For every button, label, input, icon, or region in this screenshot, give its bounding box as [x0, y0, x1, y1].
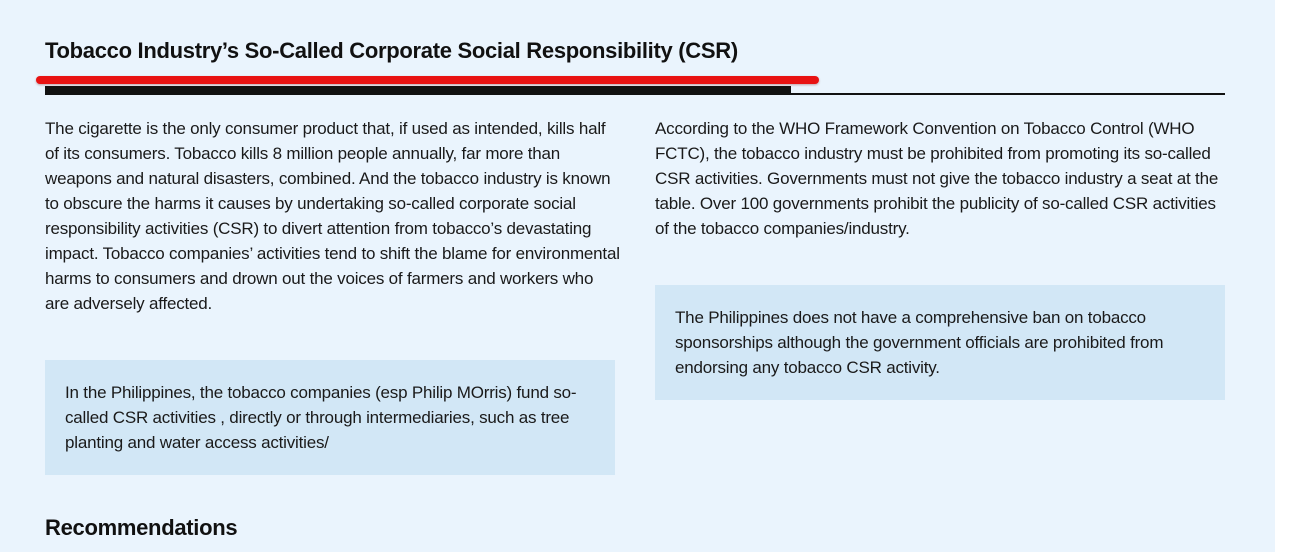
left-callout-text: In the Philippines, the tobacco companie… — [65, 383, 577, 452]
right-callout-box: The Philippines does not have a comprehe… — [655, 285, 1225, 400]
red-annotation-underline — [36, 76, 819, 84]
title-underline — [45, 93, 1225, 95]
right-column-paragraph: According to the WHO Framework Conventio… — [655, 119, 1219, 238]
section-title: Tobacco Industry’s So-Called Corporate S… — [45, 38, 738, 63]
left-column-paragraph: The cigarette is the only consumer produ… — [45, 119, 620, 313]
title-underline-accent — [45, 86, 791, 94]
content-panel: Tobacco Industry’s So-Called Corporate S… — [0, 0, 1275, 552]
right-callout-text: The Philippines does not have a comprehe… — [675, 308, 1164, 377]
recommendations-heading: Recommendations — [45, 515, 238, 540]
left-callout-box: In the Philippines, the tobacco companie… — [45, 360, 615, 475]
